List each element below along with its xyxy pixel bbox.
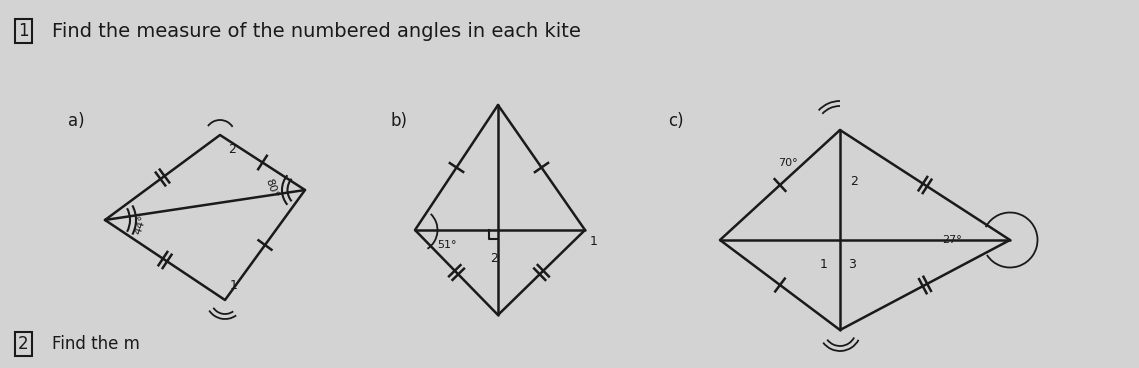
Text: a): a)	[68, 112, 84, 130]
Text: 1: 1	[820, 258, 828, 271]
Text: 2: 2	[850, 175, 858, 188]
Text: 1: 1	[590, 235, 598, 248]
Text: Find the m: Find the m	[52, 335, 140, 353]
Text: 70°: 70°	[778, 158, 797, 168]
Text: 3: 3	[849, 258, 855, 271]
Text: 2: 2	[490, 252, 498, 265]
Text: b): b)	[390, 112, 407, 130]
Text: 27°: 27°	[942, 235, 961, 245]
Text: 51°: 51°	[437, 240, 457, 250]
Text: 2: 2	[18, 335, 28, 353]
Text: 1: 1	[230, 279, 238, 292]
Text: c): c)	[667, 112, 683, 130]
Text: 2: 2	[228, 143, 236, 156]
Text: Find the measure of the numbered angles in each kite: Find the measure of the numbered angles …	[52, 22, 581, 41]
Text: 80°: 80°	[263, 177, 279, 199]
Text: 1: 1	[18, 22, 28, 40]
Text: 44°: 44°	[133, 214, 148, 236]
